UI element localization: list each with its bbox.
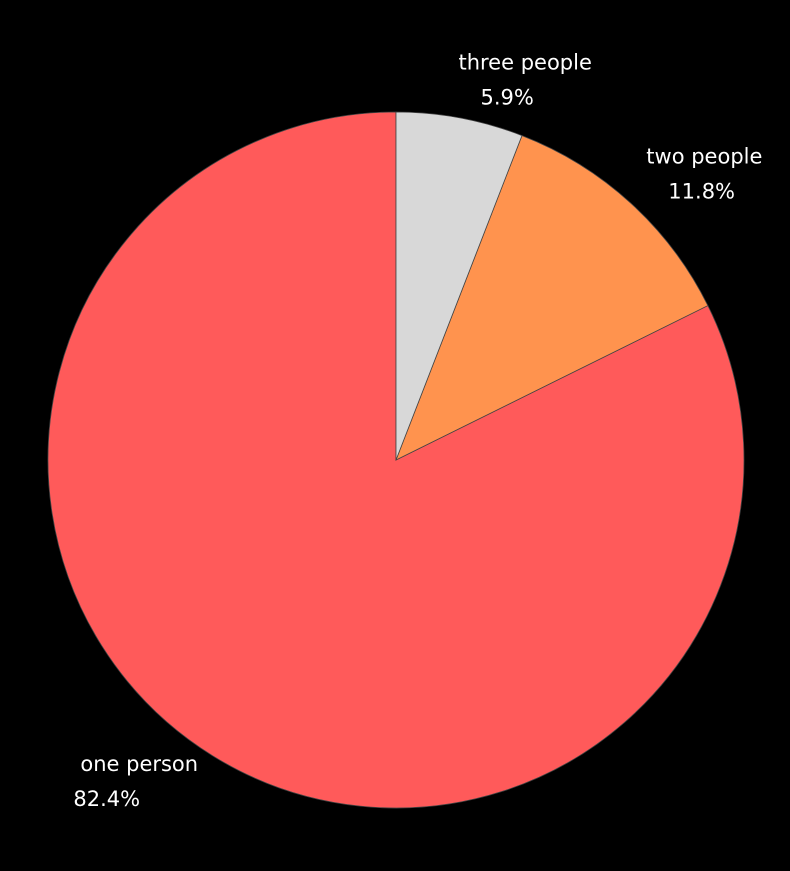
labels-layer: one person 82.4% two people 11.8% three peop… <box>73 51 762 811</box>
pie-slice-three-people <box>395 111 523 461</box>
slice-pct-one-person: 82.4% <box>73 787 140 811</box>
slice-label-three-people: three people <box>458 51 591 75</box>
pie-slice-two-people <box>395 135 709 461</box>
slice-pct-two-people: 11.8% <box>668 179 735 203</box>
slice-label-one-person: one person <box>80 752 198 776</box>
slice-pct-three-people: 5.9% <box>480 86 533 110</box>
slices-layer <box>47 111 745 809</box>
slice-label-two-people: two people <box>646 144 762 168</box>
